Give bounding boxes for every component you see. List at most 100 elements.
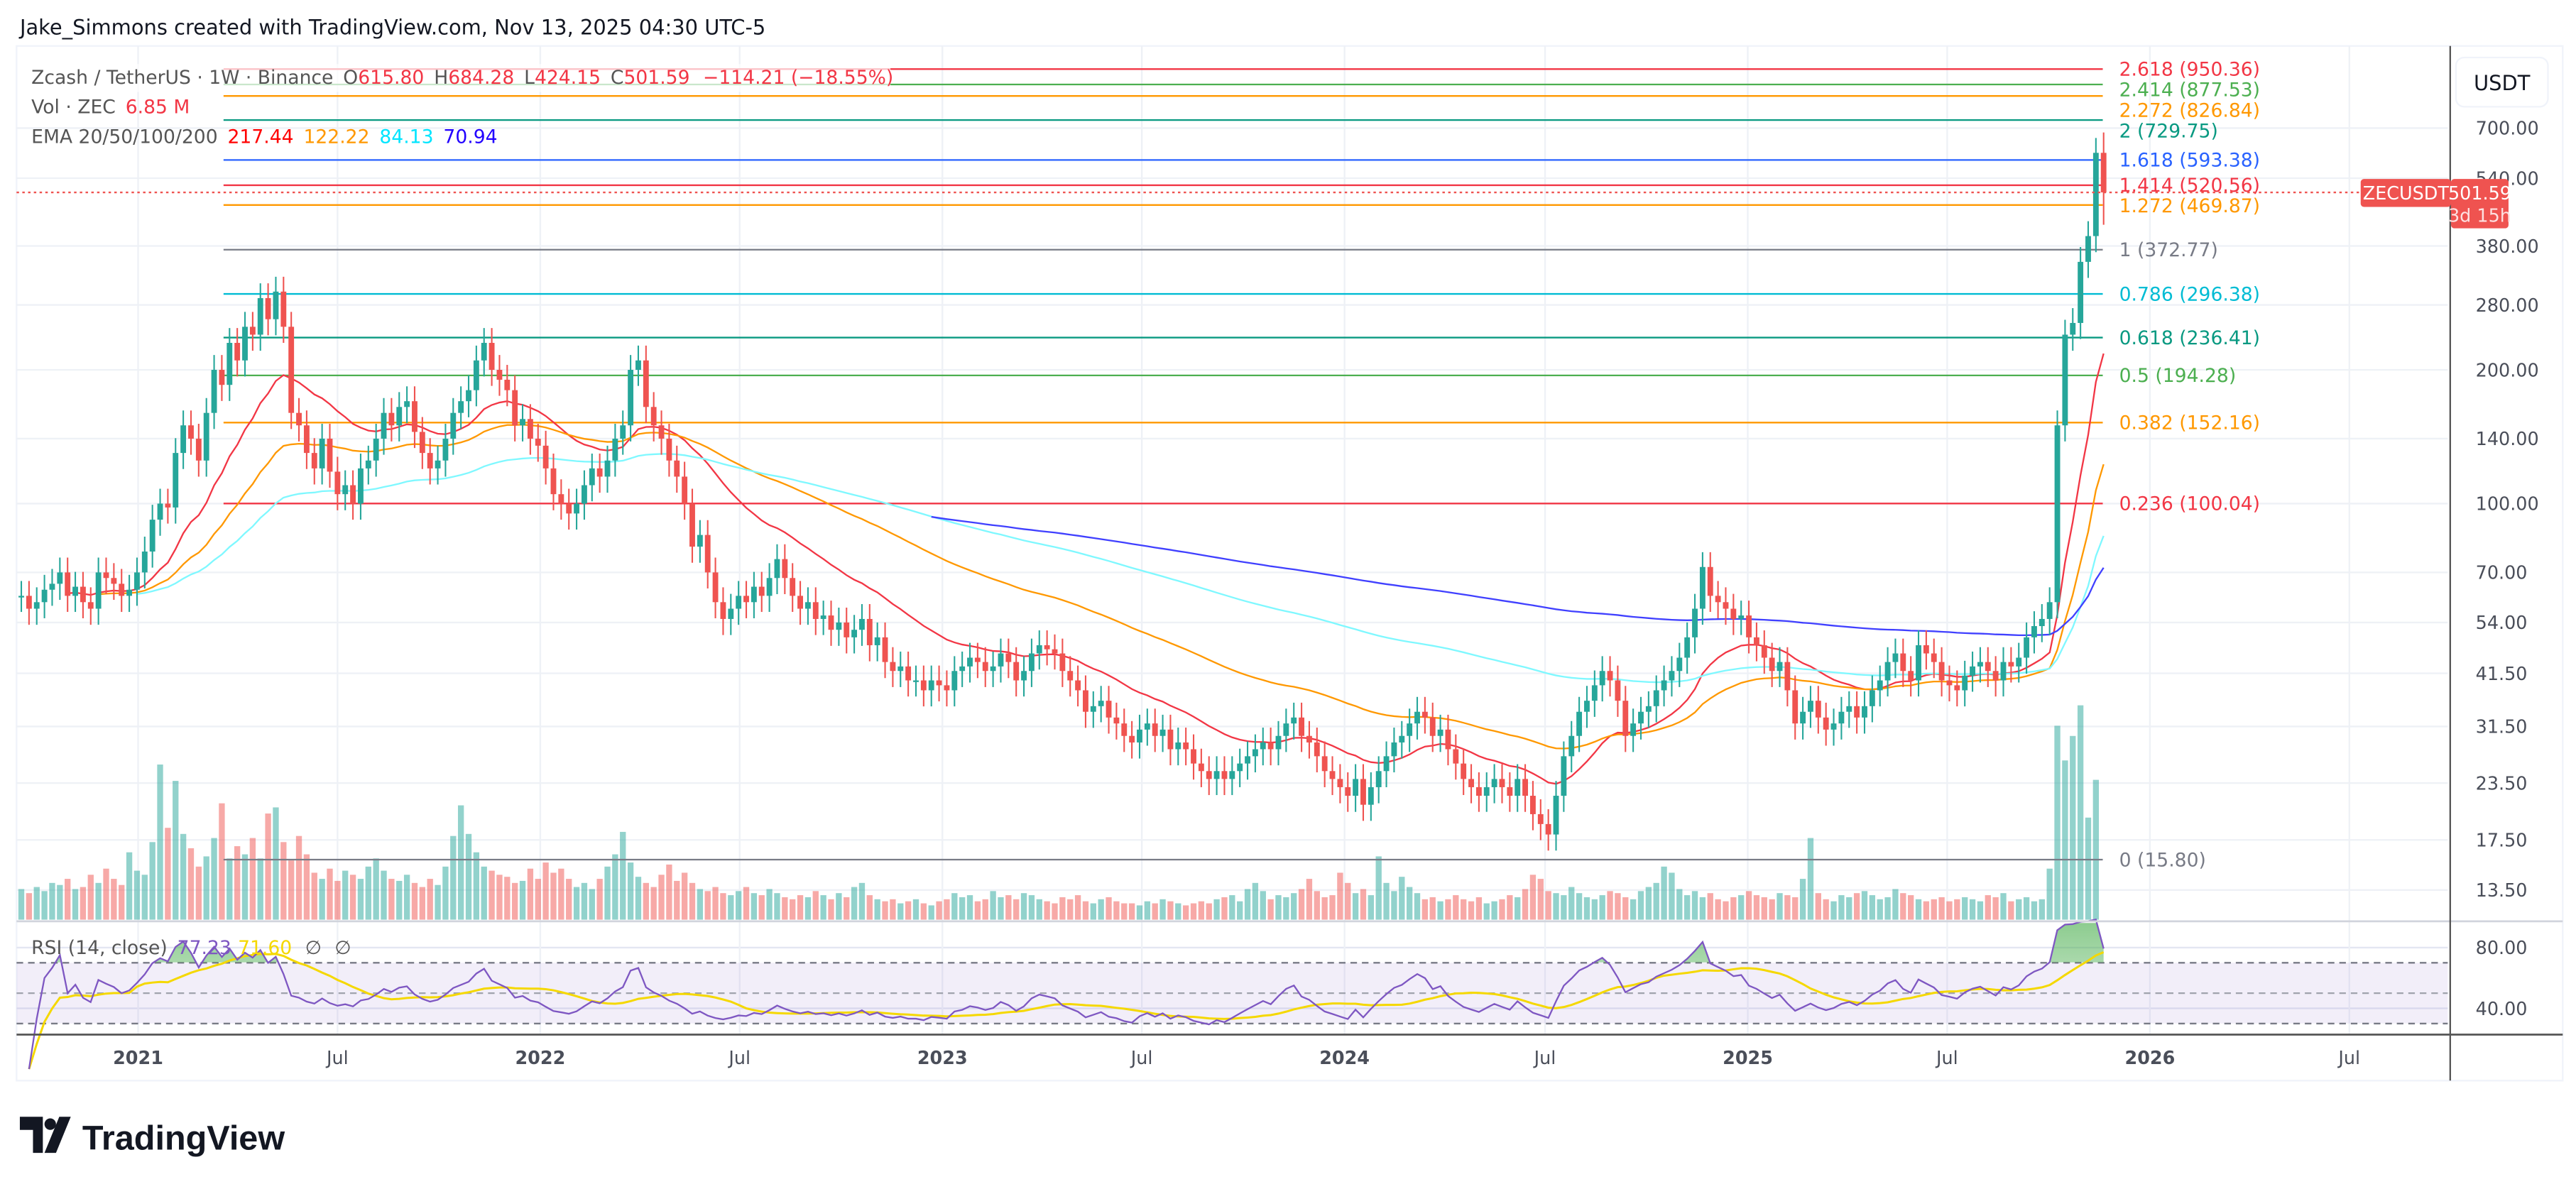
candle-body <box>874 637 880 645</box>
candle-body <box>1977 662 1983 667</box>
volume-bar <box>966 895 973 920</box>
candle-body <box>57 572 63 584</box>
volume-bar <box>26 893 33 920</box>
candle-body <box>1059 653 1066 672</box>
volume-bar <box>1020 893 1027 920</box>
candle-body <box>1707 566 1713 596</box>
candle-body <box>1753 637 1759 645</box>
volume-bar <box>720 893 726 920</box>
candle-body <box>512 390 518 426</box>
volume-bar <box>1661 866 1667 920</box>
candle-body <box>574 503 580 514</box>
tradingview-logo[interactable]: TradingView <box>19 1117 285 1157</box>
candle-body <box>1106 701 1112 718</box>
candle-body <box>303 425 310 454</box>
volume-bar <box>1522 889 1529 920</box>
candle-body <box>920 680 927 691</box>
volume-bar <box>658 875 665 920</box>
rsi-label: 40.00 <box>2476 998 2528 1019</box>
volume-bar <box>2016 899 2022 920</box>
candle-body <box>1152 723 1158 736</box>
candle-body <box>1267 742 1274 750</box>
candle-body <box>489 343 495 371</box>
volume-bar <box>1529 875 1537 920</box>
candle-body <box>1052 649 1058 654</box>
candle-body <box>288 327 295 413</box>
volume-bar <box>65 879 71 920</box>
rsi-legend[interactable]: RSI (14, close) 77.23 71.60 ∅ ∅ <box>31 937 351 959</box>
volume-legend[interactable]: Vol · ZEC 6.85 M <box>31 97 190 119</box>
candle-body <box>1137 729 1142 743</box>
candle-body <box>951 671 958 691</box>
price-tag-countdown: 3d 15h <box>2448 204 2511 226</box>
volume-bar <box>1321 897 1328 920</box>
volume-bar <box>334 880 341 920</box>
candle-body <box>596 468 603 477</box>
candle-body <box>1669 671 1675 681</box>
price-axis[interactable]: 700.00540.00380.00280.00200.00140.00100.… <box>2476 118 2539 1019</box>
candle-body <box>1862 706 1867 718</box>
volume-bar <box>951 893 958 920</box>
candle-body <box>1036 645 1042 654</box>
tradingview-logo-text: TradingView <box>82 1119 285 1157</box>
volume-bar <box>1221 897 1228 920</box>
candle-body <box>1113 717 1120 724</box>
ohlc-legend[interactable]: Zcash / TetherUS · 1W · Binance O615.80 H6… <box>31 67 893 89</box>
volume-bar <box>1082 901 1089 920</box>
volume-bar <box>1352 893 1359 920</box>
volume-bar <box>481 866 487 920</box>
volume-bar <box>403 875 410 920</box>
candle-body <box>65 572 71 596</box>
volume-bar <box>1630 899 1637 920</box>
volume-bar <box>882 901 888 920</box>
candle-body <box>844 622 850 637</box>
price-label: 100.00 <box>2476 493 2539 515</box>
price-label: 200.00 <box>2476 359 2539 380</box>
fib-label: 0.236 (100.04) <box>2119 493 2260 515</box>
candle-body <box>689 503 695 547</box>
candle-body <box>882 637 888 662</box>
volume-bar <box>1314 891 1320 920</box>
candle-body <box>1568 735 1575 757</box>
volume-bar <box>1499 899 1505 920</box>
volume-bar <box>365 866 371 920</box>
candle-body <box>111 578 117 584</box>
volume-bar <box>758 895 765 920</box>
ema-legend[interactable]: EMA 20/50/100/200 217.44 122.22 84.13 70.94 <box>31 126 497 148</box>
volume-bar <box>959 897 966 920</box>
time-axis[interactable]: 2021 Jul 2022 Jul 2023 Jul 2024 Jul 2025 Jul 2026 J… <box>113 1047 2360 1068</box>
volume-bar <box>982 899 988 920</box>
volume-bar <box>1167 901 1174 920</box>
candle-body <box>311 453 317 469</box>
candle-body <box>2008 662 2014 667</box>
volume-bar <box>2062 760 2068 920</box>
ema-lines <box>67 353 2105 785</box>
volume-bar <box>119 884 125 920</box>
volume-bar <box>1969 899 1976 920</box>
candle-body <box>1399 735 1405 743</box>
volume-bar <box>33 887 40 920</box>
candle-body <box>1622 701 1629 736</box>
fib-retracement[interactable]: 2.618 (950.36)2.414 (877.53)2.272 (826.8… <box>223 59 2260 872</box>
volume-bar <box>519 880 526 920</box>
volume-bar <box>1691 891 1698 920</box>
candle-body <box>612 438 618 461</box>
volume-bar <box>489 870 495 920</box>
currency-button[interactable] <box>2455 56 2549 108</box>
volume-bar <box>111 879 117 920</box>
candle-body <box>1083 690 1088 712</box>
time-label: Jul <box>727 1047 751 1068</box>
volume-bar <box>381 870 387 920</box>
candle-body <box>234 343 241 361</box>
volume-bar <box>912 899 919 920</box>
candle-body <box>1522 779 1529 796</box>
price-tag: ZECUSDT 501.59 3d 15h <box>2360 179 2511 229</box>
volume-bar <box>766 889 773 920</box>
volume-bar <box>1391 891 1397 920</box>
volume-bar <box>496 875 503 920</box>
candle-body <box>1877 680 1883 691</box>
volume-bar <box>1730 897 1737 920</box>
candle-body <box>180 425 187 454</box>
volume-bar <box>1345 882 1351 920</box>
candle-body <box>1692 608 1698 637</box>
